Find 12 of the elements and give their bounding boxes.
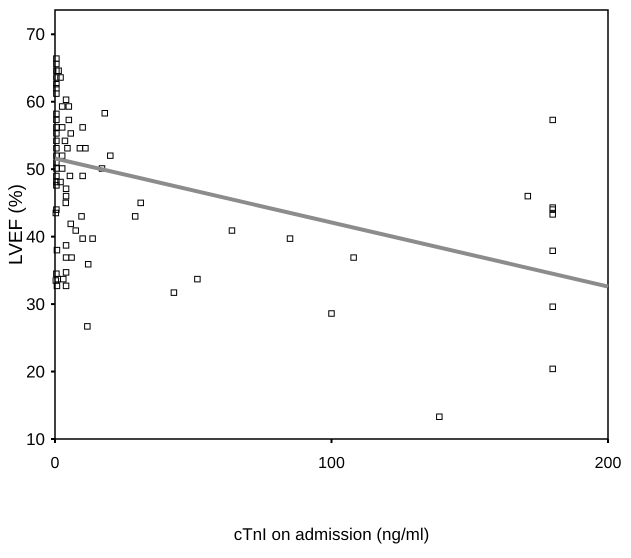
- y-axis-title: LVEF (%): [6, 184, 27, 265]
- x-axis-title: cTnI on admission (ng/ml): [234, 525, 430, 544]
- x-tick-label: 0: [50, 455, 60, 472]
- x-tick-label: 100: [318, 455, 345, 472]
- y-tick-label: 40: [26, 228, 45, 247]
- y-tick-label: 10: [26, 430, 45, 449]
- y-tick-label: 30: [26, 295, 45, 314]
- y-tick-label: 50: [26, 160, 45, 180]
- x-tick-label: 200: [594, 455, 622, 472]
- y-tick-label: 60: [26, 92, 45, 112]
- y-tick-label: 20: [26, 362, 45, 382]
- y-tick-label: 70: [26, 25, 45, 44]
